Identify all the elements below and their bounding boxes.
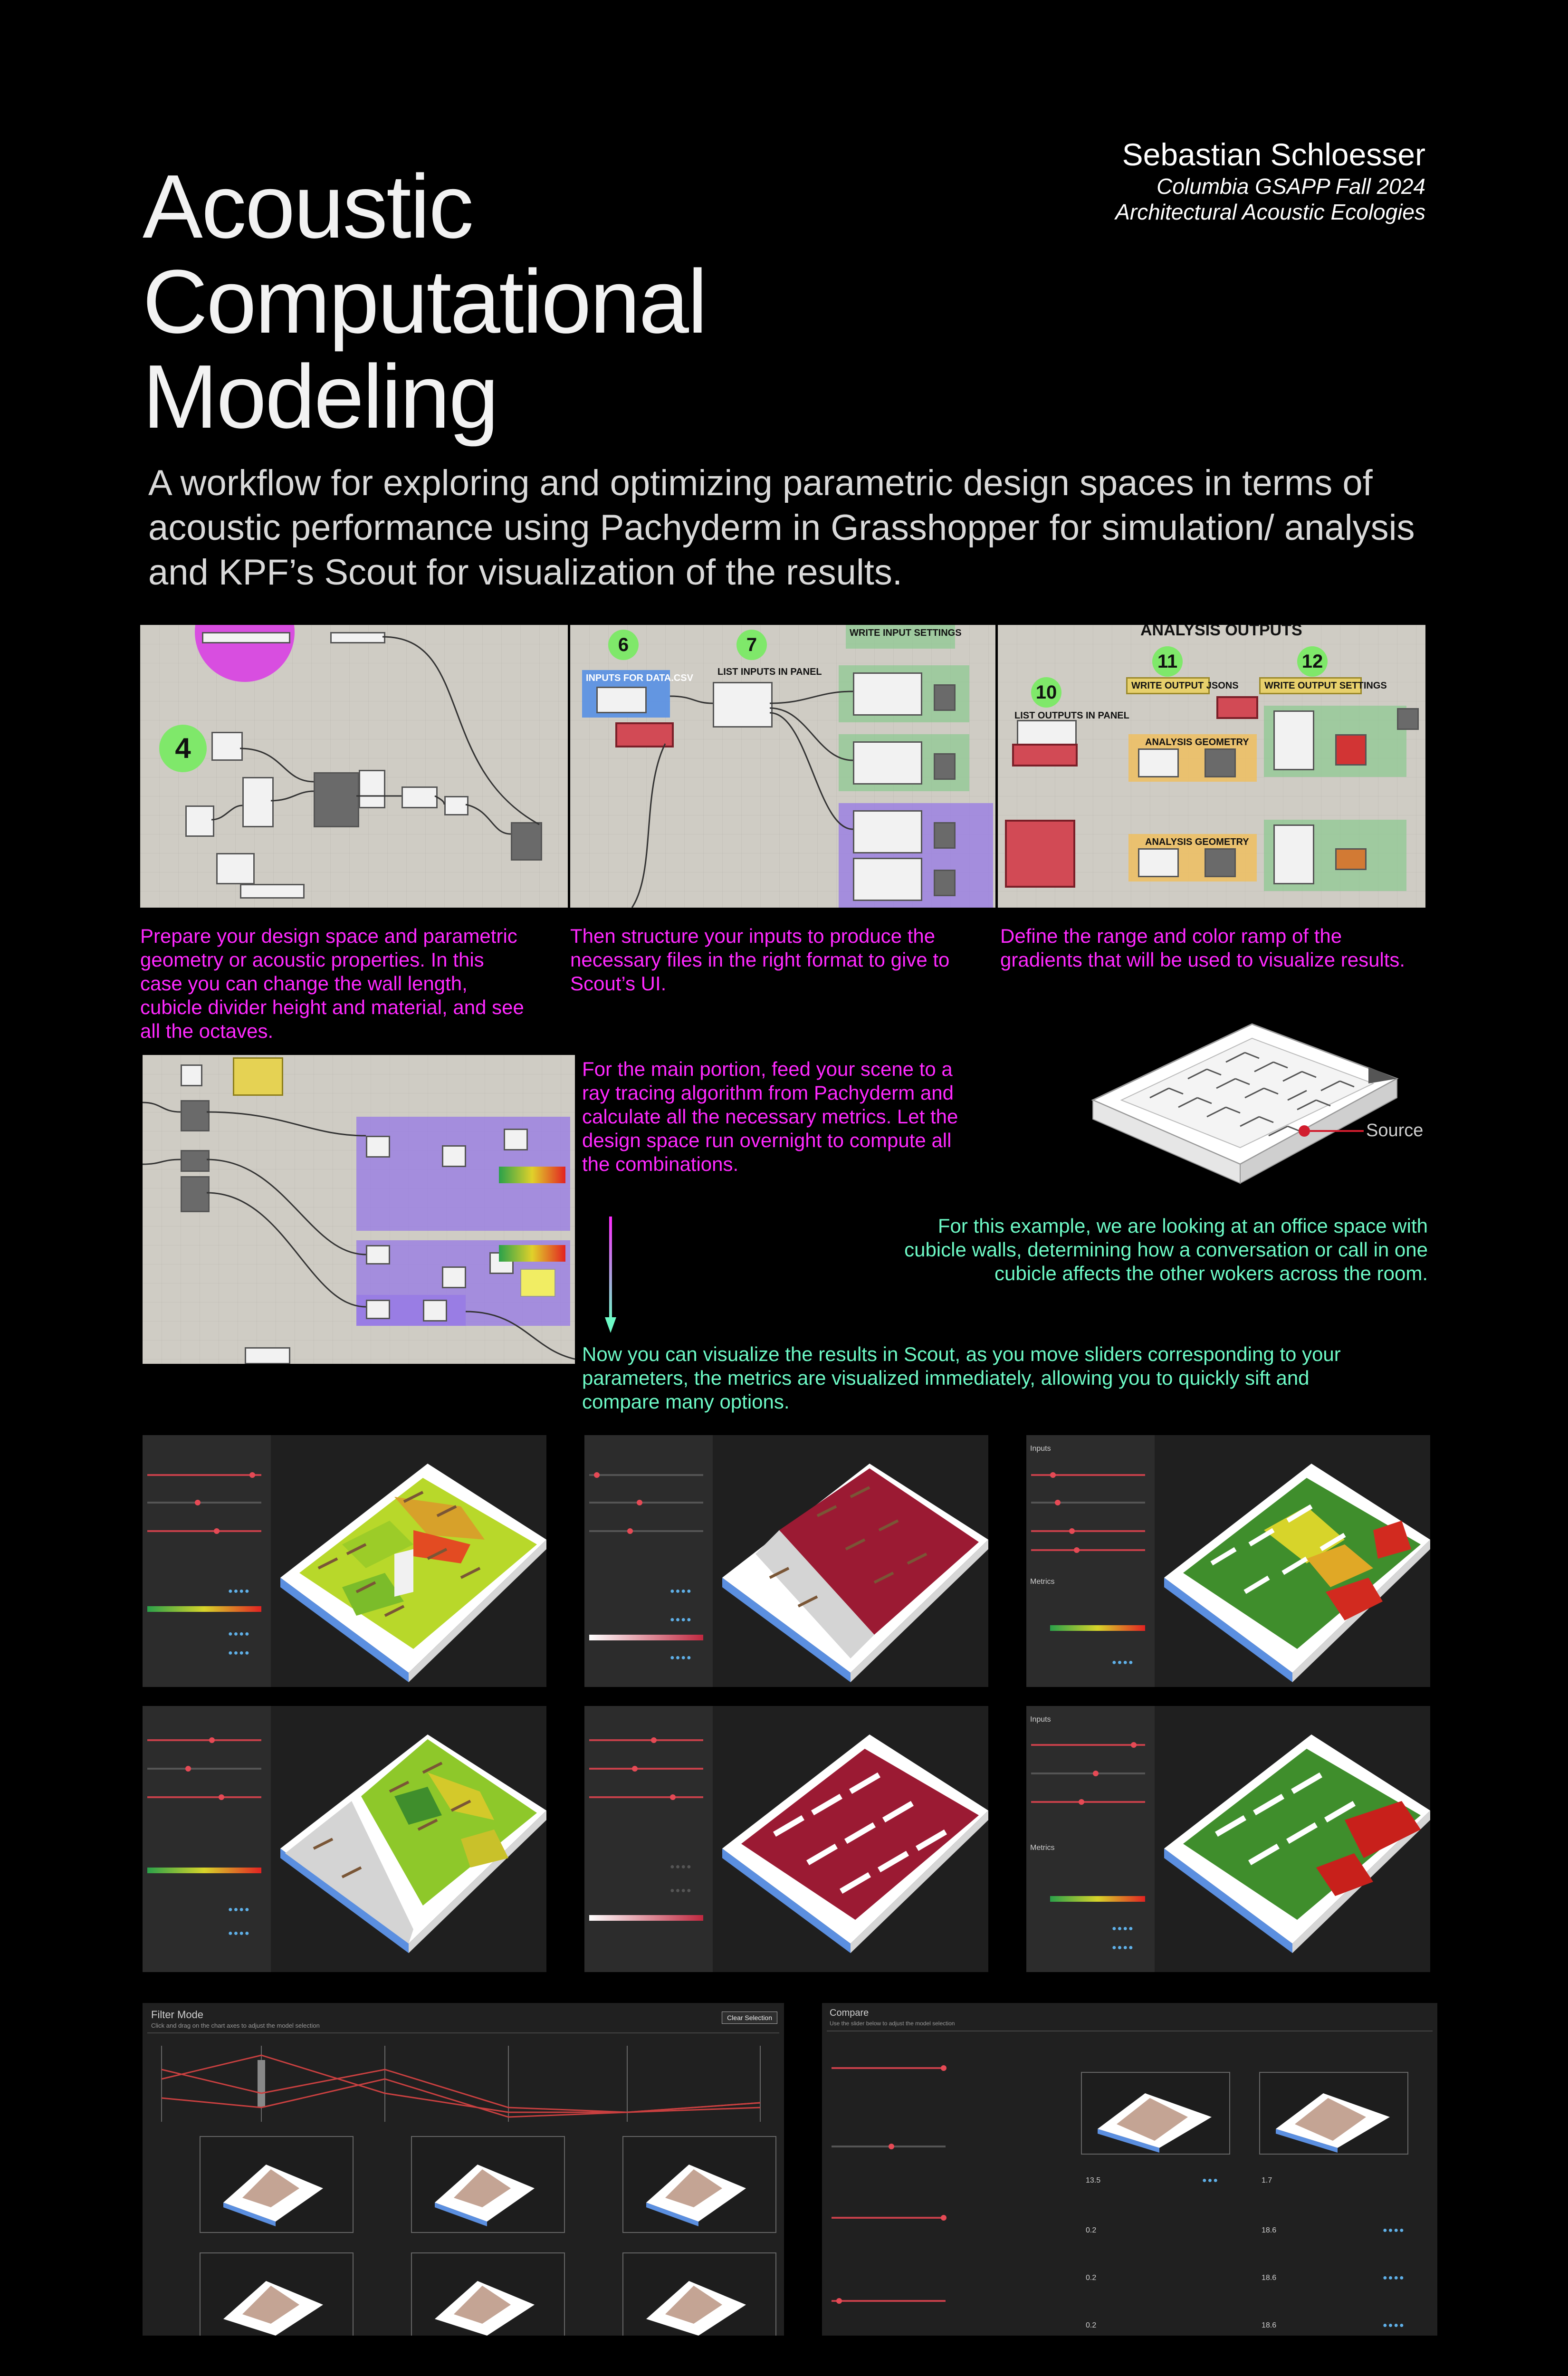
source-point-icon (1299, 1125, 1310, 1137)
write-output-settings-label: WRITE OUTPUT SETTINGS (1259, 677, 1387, 694)
inputs-for-data-csv-group: INPUTS FOR DATA.CSV (582, 670, 693, 718)
caption-visualize: Now you can visualize the results in Sco… (582, 1343, 1341, 1413)
compare-a-value-2: 0.2 (1086, 2226, 1097, 2234)
inputs-label: Inputs (1030, 1445, 1051, 1453)
scout-view-2: ●●●● ●●●● ●●●● (584, 1435, 988, 1687)
scout-sidebar: ●●●● ●●●● ●●●● (143, 1435, 271, 1687)
metrics-label: Metrics (1030, 1578, 1055, 1586)
intro-paragraph: A workflow for exploring and optimizing … (148, 463, 1415, 593)
compare-b-value-3: 18.6 (1262, 2274, 1277, 2282)
scout-compare: Compare Use the slider below to adjust t… (822, 2003, 1437, 2336)
step-10-badge: 10 (1031, 677, 1061, 708)
title-line-3: Modeling (143, 346, 499, 447)
compare-a-value-3: 0.2 (1086, 2274, 1097, 2282)
scout-view-4: ●●●● ●●●● (143, 1706, 546, 1972)
scout-view-6: Inputs Metrics ●●●● ●●●● (1026, 1706, 1430, 1972)
list-outputs-label: LIST OUTPUTS IN PANEL (1014, 710, 1129, 721)
compare-a-value-4: 0.2 (1086, 2321, 1097, 2329)
step-6-badge: 6 (608, 630, 639, 660)
title-line-2: Computational (143, 251, 708, 352)
list-inputs-label: LIST INPUTS IN PANEL (717, 667, 822, 677)
compare-b-value-1: 1.7 (1262, 2176, 1272, 2184)
parallel-coordinates-chart[interactable] (157, 2041, 770, 2127)
step-12-badge: 12 (1297, 646, 1328, 677)
write-output-jsons-label: WRITE OUTPUT JSONS (1126, 677, 1239, 694)
gh-panel-raytracing (143, 1055, 575, 1364)
scout-view-5: ●●●● ●●●● (584, 1706, 988, 1972)
down-arrow-icon (605, 1217, 616, 1333)
scout-view-3: Inputs Metrics ●●●● (1026, 1435, 1430, 1687)
analysis-outputs-label: ANALYSIS OUTPUTS (1140, 625, 1302, 639)
write-input-settings-group: WRITE INPUT SETTINGS (846, 625, 962, 649)
source-label: Source (1366, 1121, 1424, 1140)
filter-mode-hint: Click and drag on the chart axes to adju… (151, 2022, 320, 2029)
caption-example: For this example, we are looking at an o… (904, 1215, 1428, 1284)
step-4-badge: 4 (159, 725, 207, 772)
gh-panel-design-space: 4 (140, 625, 568, 908)
caption-structure: Then structure your inputs to produce th… (570, 925, 950, 995)
office-model-diagram (1091, 1023, 1399, 1184)
red-panel-a (615, 722, 674, 747)
author-block: Sebastian Schloesser Columbia GSAPP Fall… (1115, 135, 1425, 225)
caption-define: Define the range and color ramp of the g… (1000, 925, 1405, 971)
gh-panel-inputs: 6 7 INPUTS FOR DATA.CSV LIST INPUTS IN P… (570, 625, 995, 908)
scout-view-1: ●●●● ●●●● ●●●● (143, 1435, 546, 1687)
compare-b-value-2: 18.6 (1262, 2226, 1277, 2234)
author-studio: Architectural Acoustic Ecologies (1115, 200, 1425, 224)
author-course: Columbia GSAPP Fall 2024 (1157, 174, 1425, 199)
step-11-badge: 11 (1152, 646, 1183, 677)
clear-selection-button[interactable]: Clear Selection (722, 2012, 777, 2024)
analysis-geometry-group-1: ANALYSIS GEOMETRY (1128, 734, 1257, 782)
author-name: Sebastian Schloesser (1122, 137, 1425, 172)
scout-filter-mode: Filter Mode Click and drag on the chart … (143, 2003, 784, 2336)
analysis-geometry-group-2: ANALYSIS GEOMETRY (1128, 834, 1257, 881)
compare-title: Compare (830, 2008, 869, 2018)
step-7-badge: 7 (736, 630, 767, 660)
gh-panel-outputs: ANALYSIS OUTPUTS 11 12 10 WRITE OUTPUT J… (998, 625, 1425, 908)
caption-main-portion: For the main portion, feed your scene to… (582, 1058, 958, 1175)
poster-title: Acoustic Computational Modeling (143, 156, 708, 447)
title-line-1: Acoustic (143, 156, 474, 257)
compare-a-value-1: 13.5 (1086, 2176, 1101, 2184)
compare-b-value-4: 18.6 (1262, 2321, 1277, 2329)
filter-mode-title: Filter Mode (151, 2009, 204, 2021)
caption-prepare: Prepare your design space and parametric… (140, 925, 524, 1042)
compare-hint: Use the slider below to adjust the model… (830, 2020, 955, 2027)
